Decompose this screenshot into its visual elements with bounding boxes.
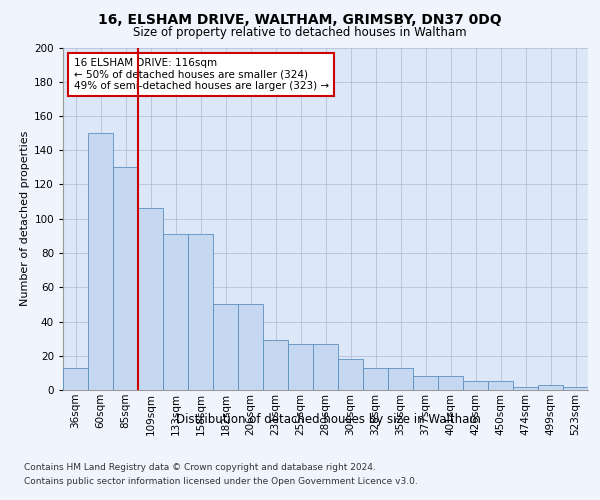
Bar <box>388 368 413 390</box>
Bar <box>313 344 338 390</box>
Y-axis label: Number of detached properties: Number of detached properties <box>20 131 30 306</box>
Bar <box>213 304 238 390</box>
Bar <box>538 385 563 390</box>
Text: 16 ELSHAM DRIVE: 116sqm
← 50% of detached houses are smaller (324)
49% of semi-d: 16 ELSHAM DRIVE: 116sqm ← 50% of detache… <box>74 58 329 91</box>
Bar <box>288 344 313 390</box>
Text: 16, ELSHAM DRIVE, WALTHAM, GRIMSBY, DN37 0DQ: 16, ELSHAM DRIVE, WALTHAM, GRIMSBY, DN37… <box>98 12 502 26</box>
Bar <box>363 368 388 390</box>
Bar <box>413 376 438 390</box>
Bar <box>113 168 138 390</box>
Text: Contains public sector information licensed under the Open Government Licence v3: Contains public sector information licen… <box>24 478 418 486</box>
Bar <box>438 376 463 390</box>
Bar <box>163 234 188 390</box>
Bar <box>138 208 163 390</box>
Text: Contains HM Land Registry data © Crown copyright and database right 2024.: Contains HM Land Registry data © Crown c… <box>24 462 376 471</box>
Bar <box>88 133 113 390</box>
Bar <box>63 368 88 390</box>
Bar <box>513 386 538 390</box>
Bar <box>238 304 263 390</box>
Bar <box>338 359 363 390</box>
Bar <box>488 382 513 390</box>
Text: Distribution of detached houses by size in Waltham: Distribution of detached houses by size … <box>176 412 481 426</box>
Bar <box>463 382 488 390</box>
Bar <box>188 234 213 390</box>
Text: Size of property relative to detached houses in Waltham: Size of property relative to detached ho… <box>133 26 467 39</box>
Bar <box>563 386 588 390</box>
Bar <box>263 340 288 390</box>
